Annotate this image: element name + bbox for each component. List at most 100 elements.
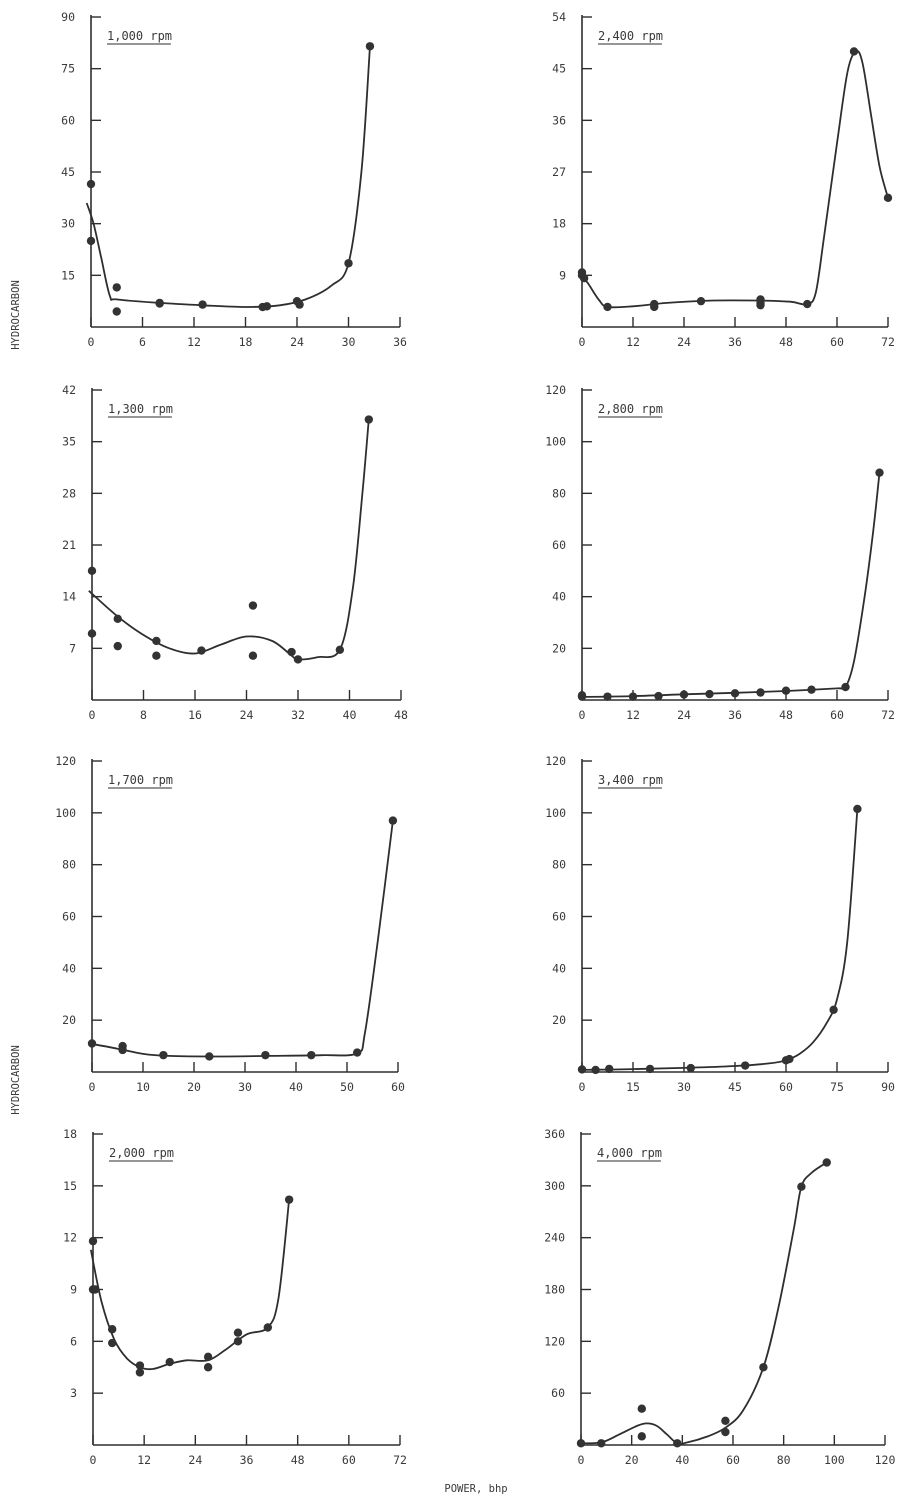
x-tick-label: 24: [677, 708, 691, 722]
x-tick-label: 8: [140, 708, 147, 722]
panel-title: 2,400 rpm: [598, 29, 663, 43]
x-tick-label: 0: [88, 335, 95, 349]
data-point: [605, 1064, 614, 1074]
y-tick-label: 3: [70, 1386, 77, 1400]
data-point: [113, 641, 122, 651]
data-point: [822, 1158, 831, 1167]
data-point: [781, 686, 791, 695]
fit-curve: [580, 472, 881, 698]
y-tick-label: 54: [552, 10, 566, 24]
data-point: [721, 1416, 730, 1426]
x-tick-label: 36: [393, 335, 407, 349]
x-tick-label: 36: [728, 708, 742, 722]
x-tick-label: 0: [579, 335, 586, 349]
x-tick-label: 20: [625, 1453, 639, 1467]
y-tick-label: 100: [545, 435, 566, 449]
x-tick-label: 80: [777, 1453, 791, 1467]
data-point: [591, 1065, 600, 1075]
data-point: [287, 647, 296, 657]
x-tick-label: 60: [342, 1453, 356, 1467]
data-point: [165, 1357, 174, 1367]
y-tick-label: 28: [62, 486, 76, 500]
x-tick-label: 6: [139, 335, 146, 349]
panel-title: 1,700 rpm: [108, 773, 173, 787]
data-point: [577, 692, 587, 701]
data-point: [293, 655, 303, 664]
y-tick-label: 40: [552, 590, 566, 604]
x-tick-label: 50: [340, 1080, 354, 1094]
data-point: [673, 1439, 682, 1448]
x-tick-label: 60: [779, 1080, 793, 1094]
x-tick-label: 60: [391, 1080, 405, 1094]
y-tick-label: 60: [552, 910, 566, 924]
data-point: [365, 42, 375, 51]
data-point: [261, 1050, 270, 1060]
y-tick-label: 60: [61, 113, 75, 127]
y-tick-label: 15: [61, 268, 75, 282]
fit-curve: [88, 419, 370, 661]
y-tick-label: 40: [62, 961, 76, 975]
data-point: [248, 601, 258, 610]
x-tick-label: 30: [677, 1080, 691, 1094]
x-tick-label: 12: [137, 1453, 151, 1467]
x-tick-label: 60: [830, 335, 844, 349]
x-tick-label: 24: [677, 335, 691, 349]
x-tick-label: 48: [291, 1453, 305, 1467]
fit-curve: [581, 808, 859, 1071]
data-point: [686, 1063, 695, 1073]
y-tick-label: 120: [545, 754, 566, 768]
chart-panel: 60 120 180 240 300 360 0 20 40 60 80 100 120 4,000 rp…: [544, 1127, 895, 1467]
data-point: [579, 274, 589, 283]
y-tick-label: 18: [552, 217, 566, 231]
x-tick-label: 0: [579, 1080, 586, 1094]
x-tick-label: 30: [238, 1080, 252, 1094]
data-point: [797, 1182, 806, 1191]
data-point: [645, 1064, 655, 1074]
data-point: [841, 682, 850, 692]
chart-panel: 20 40 60 80 100 120 0 10 20 30 40 50 60 1,700 rpm: [55, 754, 405, 1094]
chart-panel: 15 30 45 60 75 90 0 6 12 18 24 30 36 1,000 rpm: [61, 10, 407, 349]
panel-title: 1,300 rpm: [108, 402, 173, 416]
data-point: [849, 47, 859, 56]
x-tick-label: 36: [728, 335, 742, 349]
y-tick-label: 120: [545, 383, 566, 397]
y-tick-label: 45: [552, 62, 566, 76]
data-point: [364, 415, 374, 424]
x-tick-label: 100: [824, 1453, 845, 1467]
data-point: [135, 1368, 145, 1377]
data-point: [388, 816, 398, 825]
data-point: [628, 692, 638, 701]
y-tick-label: 6: [70, 1334, 77, 1348]
y-tick-label: 300: [544, 1179, 565, 1193]
y-tick-label: 21: [62, 538, 76, 552]
data-point: [807, 685, 816, 694]
y-tick-label: 35: [62, 435, 76, 449]
y-tick-label: 12: [63, 1231, 77, 1245]
x-tick-label: 60: [830, 708, 844, 722]
data-point: [152, 636, 161, 646]
data-point: [577, 1065, 587, 1074]
data-point: [87, 566, 97, 576]
x-tick-label: 0: [579, 708, 586, 722]
data-point: [576, 1439, 586, 1448]
chart-panel: 9 18 27 36 45 54 0 12 24 36 48 60 72 2,400 rpm: [552, 10, 895, 349]
x-tick-label: 48: [394, 708, 408, 722]
x-tick-label: 72: [393, 1453, 407, 1467]
x-tick-label: 36: [240, 1453, 254, 1467]
x-tick-label: 45: [728, 1080, 742, 1094]
y-tick-label: 180: [544, 1283, 565, 1297]
data-point: [353, 1048, 362, 1057]
data-point: [159, 1050, 168, 1060]
data-point: [197, 646, 206, 655]
x-tick-label: 0: [578, 1453, 585, 1467]
data-point: [756, 688, 765, 697]
x-tick-label: 0: [89, 1080, 96, 1094]
data-point: [741, 1061, 750, 1070]
y-tick-label: 18: [63, 1127, 77, 1141]
panel-title: 2,800 rpm: [598, 402, 663, 416]
data-point: [344, 259, 353, 268]
y-tick-label: 36: [552, 113, 566, 127]
data-point: [875, 468, 884, 477]
y-tick-label: 45: [61, 165, 75, 179]
